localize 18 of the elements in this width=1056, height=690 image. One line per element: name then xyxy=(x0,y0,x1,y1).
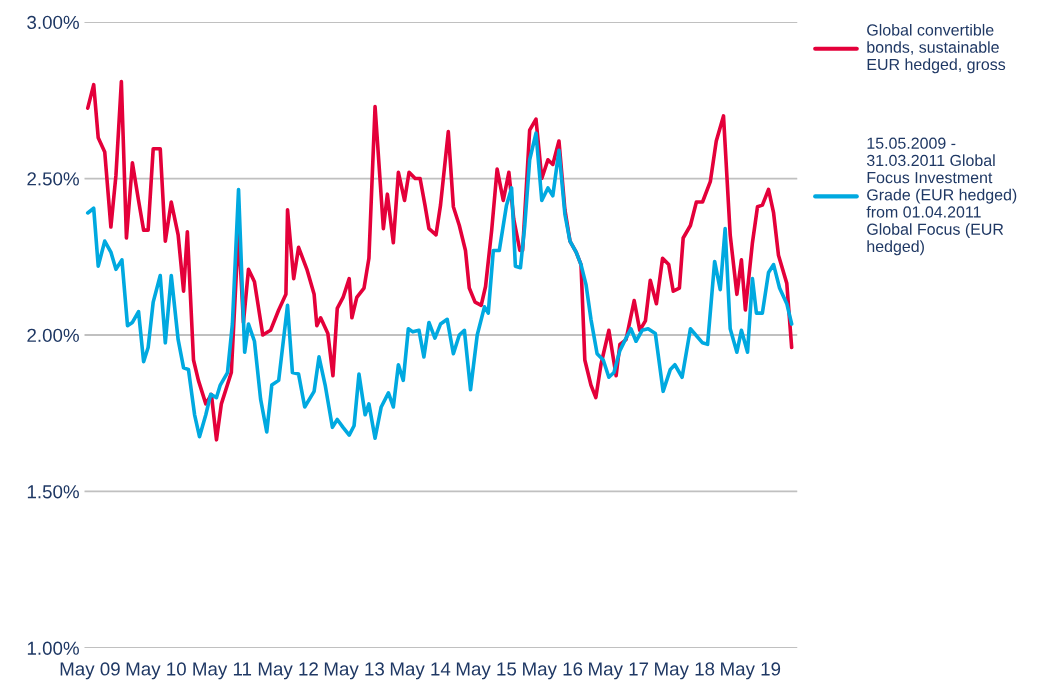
y-tick-label: 3.00% xyxy=(27,15,79,30)
x-tick-label: May 14 xyxy=(390,662,451,680)
x-tick-label: May 11 xyxy=(193,662,252,680)
y-tick-label: 2.50% xyxy=(27,172,79,186)
x-tick-label: May 16 xyxy=(523,662,583,680)
x-tick-label: May 17 xyxy=(589,662,649,680)
legend-label: 15.05.2009 - 31.03.2011 Global Focus Investment Grade (EUR hedged) from 01.04.2011 Global Focus (EUR hedged) xyxy=(866,137,1017,256)
x-tick-label: May 09 xyxy=(60,662,120,680)
x-tick-label: May 12 xyxy=(258,662,318,680)
x-tick-label: May 18 xyxy=(655,662,715,680)
y-tick-label: 1.50% xyxy=(27,485,79,499)
x-tick-label: May 19 xyxy=(721,662,781,680)
legend-label: Global convertible bonds, sustainable EUR hedged, gross xyxy=(867,23,1006,74)
x-tick-label: May 15 xyxy=(456,662,517,680)
x-tick-label: May 13 xyxy=(324,662,385,680)
x-tick-label: May 10 xyxy=(126,662,186,680)
y-tick-label: 1.00% xyxy=(27,641,79,655)
y-tick-label: 2.00% xyxy=(27,328,79,342)
